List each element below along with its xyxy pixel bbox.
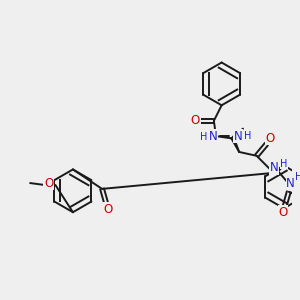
Text: O: O — [191, 114, 200, 127]
Text: O: O — [44, 177, 53, 190]
Text: H: H — [280, 159, 287, 169]
Text: N: N — [286, 177, 295, 190]
Text: O: O — [278, 206, 288, 219]
Text: O: O — [103, 203, 112, 216]
Text: N: N — [234, 130, 242, 143]
Text: H: H — [200, 132, 208, 142]
Text: H: H — [244, 131, 252, 141]
Text: N: N — [208, 130, 217, 143]
Text: O: O — [266, 132, 275, 145]
Text: N: N — [270, 161, 278, 174]
Text: H: H — [295, 172, 300, 182]
